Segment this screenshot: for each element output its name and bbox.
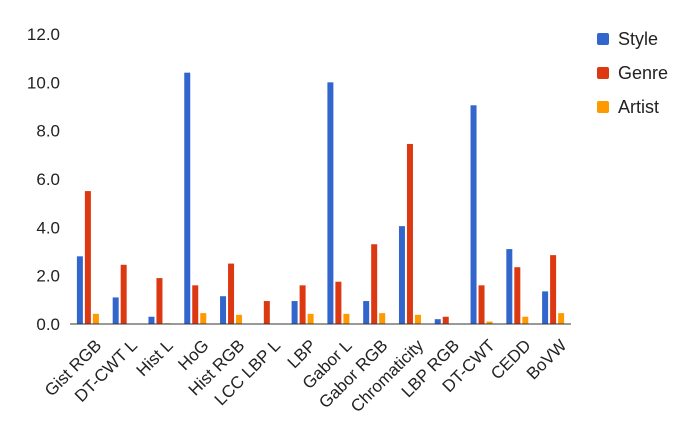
bar-artist-hog [200,313,207,325]
bar-genre-gabor-l [335,281,342,324]
legend-label: Artist [618,96,660,117]
bar-genre-gist-rgb [84,191,91,324]
bar-genre-lcc-lbp-l [263,301,270,324]
chart-legend: Style Genre Artist [597,22,668,124]
bar-artist-lbp [307,313,314,324]
legend-label: Genre [618,62,669,83]
bar-genre-bovw [550,255,557,325]
bar-style-dt-cwt [470,105,477,324]
bar-genre-cedd [514,267,521,324]
bar-genre-hist-l [156,278,163,324]
bar-genre-gabor-rgb [371,244,378,324]
y-tick-label: 2.0 [36,267,60,286]
bar-style-lbp-rgb [434,319,441,324]
bar-style-gabor-rgb [363,301,370,324]
legend-item-genre: Genre [597,56,668,90]
bar-artist-gist-rgb [92,313,99,324]
bar-genre-chromaticity [406,143,413,324]
y-tick-label: 12.0 [27,25,60,44]
bar-style-hog [184,72,191,324]
y-tick-label: 8.0 [36,122,60,141]
bar-style-chromaticity [398,226,405,325]
y-axis-ticks: 0.0 2.0 4.0 6.0 8.0 10.0 12.0 [27,25,60,334]
y-tick-label: 0.0 [36,315,60,334]
bar-genre-dt-cwt-l [120,264,127,324]
legend-label: Style [618,28,659,49]
bar-artist-gabor-rgb [379,313,386,325]
bar-genre-lbp-rgb [442,316,449,324]
bar-style-gabor-l [327,82,334,324]
bar-genre-lbp [299,285,306,324]
x-category-label: Hist L [133,336,177,380]
legend-swatch [597,101,609,113]
bar-artist-gabor-l [343,313,350,324]
bar-style-bovw [542,291,549,325]
bar-artist-dt-cwt [486,321,493,324]
bar-style-hist-l [148,316,155,324]
bar-series [76,72,565,325]
bar-style-hist-rgb [220,296,227,324]
y-tick-label: 10.0 [27,73,60,92]
y-tick-label: 6.0 [36,170,60,189]
bar-artist-bovw [558,313,565,325]
legend-swatch [597,67,609,79]
bar-artist-cedd [522,316,529,324]
bar-style-dt-cwt-l [112,297,119,324]
bar-genre-hist-rgb [228,263,235,324]
legend-swatch [597,33,609,45]
bar-style-gist-rgb [76,256,83,324]
bar-genre-dt-cwt [478,285,485,324]
y-tick-label: 4.0 [36,218,60,237]
bar-artist-chromaticity [414,314,421,324]
legend-item-style: Style [597,22,668,56]
x-category-label: BoVW [523,336,571,384]
bar-style-lbp [291,301,298,324]
legend-item-artist: Artist [597,90,668,124]
bar-style-cedd [506,249,513,324]
bar-artist-hist-rgb [236,314,243,324]
x-category-label: CEDD [487,336,534,383]
bar-genre-hog [192,285,199,324]
